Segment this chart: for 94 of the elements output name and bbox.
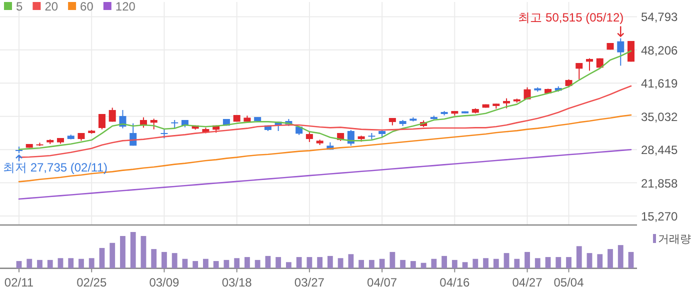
legend-label: 60 [80, 0, 94, 14]
candlestick [108, 107, 116, 122]
bar [254, 260, 260, 268]
bar [244, 257, 250, 268]
bar [608, 249, 613, 268]
bar [628, 252, 634, 268]
bar [493, 258, 499, 268]
bar [26, 258, 32, 268]
annotation: 최저 27,735 (02/11) [3, 154, 108, 175]
bar [296, 257, 302, 268]
y-tick-label: 21,858 [641, 176, 678, 190]
bar [504, 253, 510, 268]
candlestick [586, 58, 594, 72]
bar [534, 258, 540, 268]
bar [120, 236, 126, 268]
bar [576, 246, 582, 268]
bar [88, 258, 94, 268]
bar [390, 252, 396, 268]
bar [162, 252, 167, 268]
bar [151, 249, 157, 268]
bar [462, 262, 468, 268]
annotation: 최고 50,515 (05/12) [518, 10, 624, 24]
bar [276, 257, 282, 268]
bar [317, 257, 323, 268]
x-tick-label: 04/16 [440, 275, 470, 289]
candlestick [98, 114, 106, 130]
bar [37, 260, 42, 268]
bar [348, 254, 354, 268]
bar [472, 258, 478, 268]
y-tick-label: 48,206 [641, 43, 678, 58]
bar [78, 258, 84, 268]
x-tick-label: 04/27 [512, 275, 543, 289]
x-tick-label: 02/11 [4, 275, 34, 289]
legend-label: 20 [44, 0, 58, 14]
x-tick-label: 03/09 [149, 275, 180, 289]
bar [99, 248, 105, 268]
legend: 거래량 [653, 234, 691, 246]
bar [556, 257, 562, 268]
x-tick-label: 03/18 [222, 275, 252, 289]
y-tick-label: 54,793 [641, 10, 678, 24]
bar [514, 258, 520, 268]
bar [234, 258, 240, 268]
bar [420, 262, 426, 268]
y-tick-label: 41,619 [641, 76, 678, 91]
bar [192, 261, 198, 268]
bar [47, 260, 53, 268]
x-tick-label: 03/27 [294, 275, 325, 289]
bar [182, 258, 188, 268]
bar [327, 256, 333, 268]
bar [213, 261, 219, 268]
bar [265, 256, 271, 268]
bar [130, 232, 136, 268]
bar [452, 260, 458, 268]
bar [68, 258, 74, 268]
bar [58, 258, 64, 268]
candlestick [503, 98, 510, 109]
bar [618, 245, 624, 268]
candlestick [306, 132, 313, 142]
annotation: 최고 50,515 (05/12) [518, 10, 624, 38]
bar [224, 260, 230, 268]
y-tick-label: 35,032 [641, 110, 678, 124]
bar [368, 260, 374, 268]
y-tick-label: 15,270 [641, 210, 678, 224]
bar [306, 257, 312, 268]
bar [140, 236, 146, 268]
bar [431, 258, 437, 268]
y-tick-label: 28,445 [641, 143, 678, 158]
x-tick-label: 04/07 [367, 275, 398, 289]
bar [597, 254, 603, 268]
bar [566, 257, 572, 268]
candlestick [150, 118, 158, 130]
bar [483, 258, 488, 268]
bar [400, 260, 406, 268]
bar [286, 262, 292, 268]
bar [358, 260, 364, 268]
bar [172, 253, 178, 268]
x-tick-label: 05/04 [554, 275, 584, 289]
bar [524, 252, 530, 268]
bar [586, 253, 592, 268]
bar [410, 261, 416, 268]
annotation: 최저 27,735 (02/11) [3, 160, 108, 175]
legend-label: 120 [115, 0, 136, 14]
bar [338, 258, 344, 268]
candlestick [160, 128, 168, 139]
bar [110, 242, 116, 268]
x-tick-label: 02/25 [76, 275, 107, 289]
candlestick [576, 62, 583, 80]
legend-label: 5 [16, 0, 23, 14]
bar [203, 258, 208, 268]
bar [545, 257, 551, 268]
bar [442, 256, 447, 268]
bar [379, 258, 385, 268]
bar [16, 261, 22, 268]
candlestick [617, 38, 624, 66]
